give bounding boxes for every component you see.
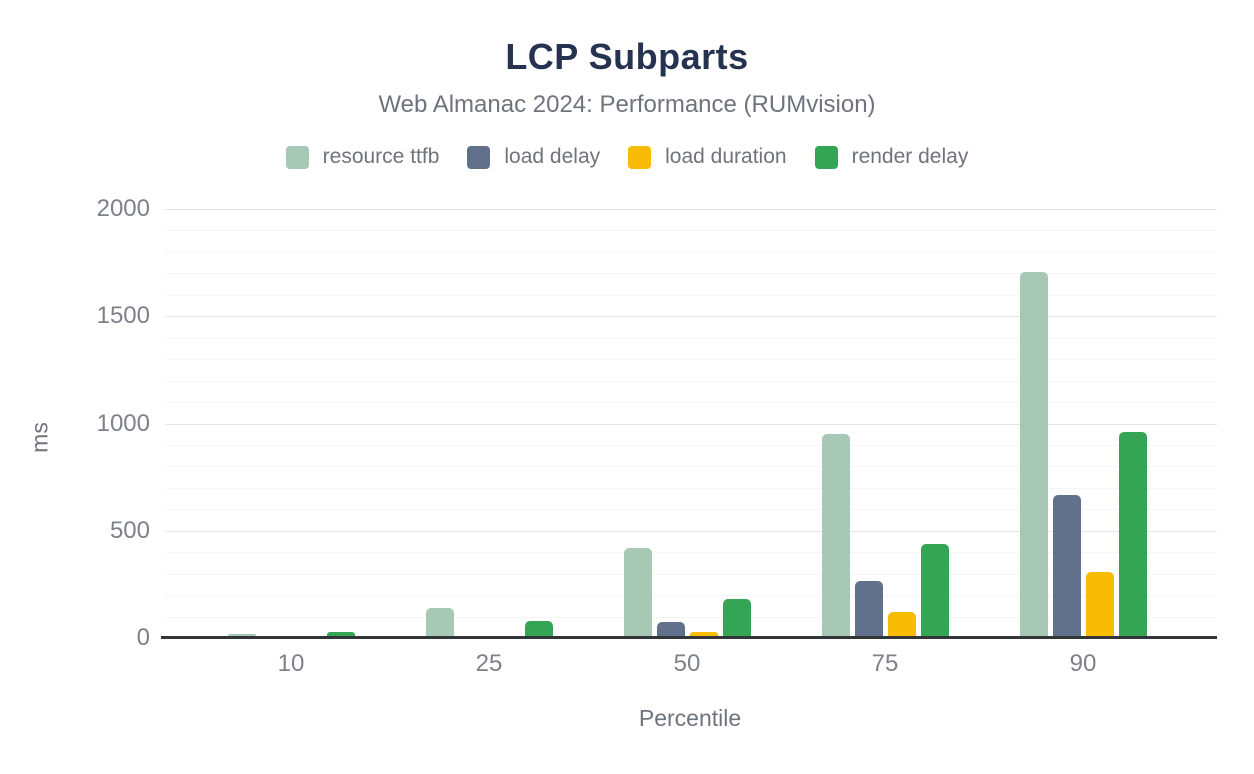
legend-label: load delay xyxy=(504,145,601,168)
y-axis-title: ms xyxy=(26,422,53,453)
load-duration-swatch-icon xyxy=(628,145,652,169)
render-delay-swatch-icon xyxy=(814,145,838,169)
y-tick-label-2000: 2000 xyxy=(96,195,150,222)
y-tick-label-1000: 1000 xyxy=(96,410,150,437)
bar-resource-ttfb-p50[interactable] xyxy=(624,548,652,638)
load-delay-swatch-icon xyxy=(467,145,491,169)
legend-item-resource-ttfb[interactable]: resource ttfb xyxy=(285,145,440,169)
minor-gridline-800 xyxy=(165,466,1217,467)
x-tick-label-75: 75 xyxy=(871,650,899,677)
major-gridline-1500 xyxy=(165,316,1217,317)
bar-render-delay-p50[interactable] xyxy=(723,599,751,638)
y-tick-label-500: 500 xyxy=(109,517,150,544)
minor-gridline-900 xyxy=(165,445,1217,446)
bar-load-delay-p90[interactable] xyxy=(1053,495,1081,638)
chart-subtitle: Web Almanac 2024: Performance (RUMvision… xyxy=(378,91,876,118)
x-axis-title: Percentile xyxy=(638,705,742,731)
minor-gridline-600 xyxy=(165,509,1217,510)
bar-load-duration-p75[interactable] xyxy=(888,612,916,638)
x-tick-label-10: 10 xyxy=(277,650,305,677)
bar-load-duration-p50[interactable] xyxy=(690,632,718,638)
x-tick-label-90: 90 xyxy=(1069,650,1097,677)
y-tick-label-0: 0 xyxy=(136,624,150,651)
bar-load-delay-p50[interactable] xyxy=(657,622,685,638)
minor-gridline-1900 xyxy=(165,230,1217,231)
legend-item-render-delay[interactable]: render delay xyxy=(814,145,969,169)
y-tick-label-1500: 1500 xyxy=(96,302,150,329)
x-tick-label-50: 50 xyxy=(673,650,701,677)
minor-gridline-1100 xyxy=(165,402,1217,403)
x-axis-line xyxy=(161,636,1217,639)
bar-render-delay-p10[interactable] xyxy=(327,632,355,638)
x-tick-label-25: 25 xyxy=(475,650,503,677)
bar-resource-ttfb-p25[interactable] xyxy=(426,608,454,638)
minor-gridline-400 xyxy=(165,552,1217,553)
minor-gridline-1200 xyxy=(165,381,1217,382)
bar-render-delay-p75[interactable] xyxy=(921,544,949,638)
bar-render-delay-p90[interactable] xyxy=(1119,432,1147,638)
bar-render-delay-p25[interactable] xyxy=(525,621,553,638)
bar-resource-ttfb-p75[interactable] xyxy=(822,434,850,638)
major-gridline-1000 xyxy=(165,424,1217,425)
minor-gridline-300 xyxy=(165,574,1217,575)
legend: resource ttfb load delay load duration rend… xyxy=(0,145,1254,169)
minor-gridline-200 xyxy=(165,595,1217,596)
minor-gridline-1300 xyxy=(165,359,1217,360)
legend-item-load-delay[interactable]: load delay xyxy=(467,145,600,169)
minor-gridline-1600 xyxy=(165,295,1217,296)
chart-title: LCP Subparts xyxy=(505,36,749,77)
legend-label: resource ttfb xyxy=(322,145,440,168)
bar-load-duration-p90[interactable] xyxy=(1086,572,1114,638)
major-gridline-2000 xyxy=(165,209,1217,210)
minor-gridline-100 xyxy=(165,617,1217,618)
bar-resource-ttfb-p90[interactable] xyxy=(1020,272,1048,638)
minor-gridline-1400 xyxy=(165,338,1217,339)
bar-load-delay-p75[interactable] xyxy=(855,581,883,638)
minor-gridline-700 xyxy=(165,488,1217,489)
minor-gridline-1800 xyxy=(165,252,1217,253)
major-gridline-500 xyxy=(165,531,1217,532)
legend-label: load duration xyxy=(665,145,787,168)
resource-ttfb-swatch-icon xyxy=(285,145,309,169)
legend-item-load-duration[interactable]: load duration xyxy=(628,145,787,169)
legend-label: render delay xyxy=(851,145,969,168)
minor-gridline-1700 xyxy=(165,273,1217,274)
